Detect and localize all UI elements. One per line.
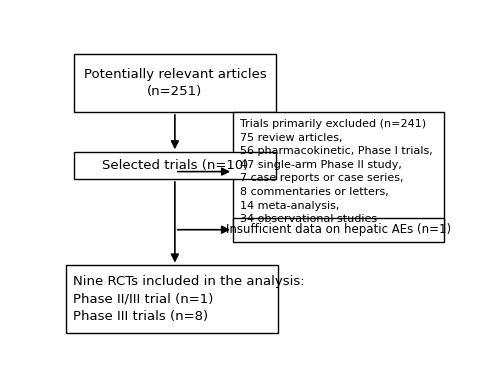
Text: Selected trials (n=10): Selected trials (n=10) bbox=[102, 159, 248, 172]
FancyBboxPatch shape bbox=[233, 112, 444, 231]
Text: Nine RCTs included in the analysis:
Phase II/III trial (n=1)
Phase III trials (n: Nine RCTs included in the analysis: Phas… bbox=[74, 275, 305, 323]
Text: Insufficient data on hepatic AEs (n=1): Insufficient data on hepatic AEs (n=1) bbox=[226, 223, 451, 236]
Text: Potentially relevant articles
(n=251): Potentially relevant articles (n=251) bbox=[84, 68, 266, 98]
Text: Trials primarily excluded (n=241)
75 review articles,
56 pharmacokinetic, Phase : Trials primarily excluded (n=241) 75 rev… bbox=[240, 119, 432, 224]
FancyBboxPatch shape bbox=[74, 54, 276, 112]
FancyBboxPatch shape bbox=[74, 152, 276, 179]
FancyBboxPatch shape bbox=[66, 265, 278, 332]
FancyBboxPatch shape bbox=[233, 218, 444, 241]
